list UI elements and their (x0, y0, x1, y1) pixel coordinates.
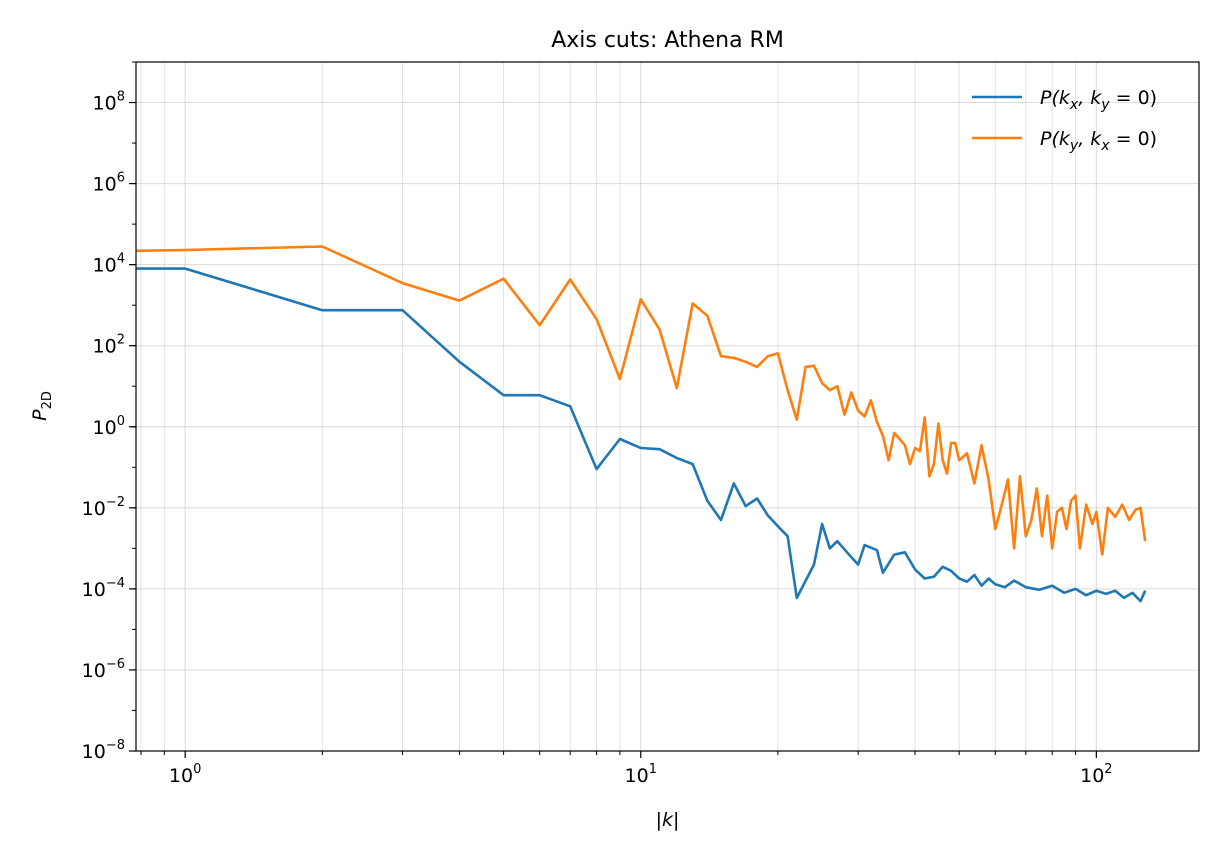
y-tick-exp: −8 (106, 738, 125, 753)
y-tick-base: 10 (93, 417, 117, 439)
y-tick-base: 10 (82, 660, 106, 682)
y-tick-label: 100 (93, 414, 125, 439)
y-tick-label: 10−2 (82, 495, 125, 520)
x-tick-exp: 2 (1104, 762, 1112, 777)
legend: P(kx, ky = 0)P(ky, kx = 0) (972, 87, 1157, 154)
y-axis-label: P2D (29, 391, 55, 421)
y-tick-base: 10 (93, 255, 117, 277)
legend-subscript: x (1069, 97, 1079, 113)
x-tick-base: 10 (625, 765, 649, 787)
legend-part: , (1078, 87, 1090, 109)
y-tick-base: 10 (93, 93, 117, 115)
legend-part: k (1090, 128, 1102, 150)
legend-label-2: P(ky, kx = 0) (1040, 128, 1157, 154)
series-group (135, 245, 1147, 603)
legend-part: P( (1040, 87, 1060, 109)
legend-part: k (1059, 128, 1071, 150)
legend-part: , (1078, 128, 1090, 150)
legend-subscript: y (1100, 97, 1110, 113)
x-tick-base: 10 (169, 765, 193, 787)
x-tick-exp: 0 (193, 762, 201, 777)
y-tick-label: 102 (93, 333, 125, 358)
y-tick-exp: 6 (117, 171, 125, 186)
plot-frame (135, 61, 1200, 752)
x-tick-exp: 1 (649, 762, 657, 777)
y-tick-exp: 4 (117, 252, 125, 267)
y-axis-label-group: P2D (29, 391, 55, 421)
y-tick-exp: 8 (117, 90, 125, 105)
x-axis-label-bar-right: | (673, 809, 679, 831)
y-tick-exp: 0 (117, 414, 125, 429)
y-tick-label: 10−4 (82, 576, 125, 601)
x-axis-label: |k| (656, 809, 680, 831)
y-tick-base: 10 (93, 336, 117, 358)
x-tick-base: 10 (1080, 765, 1104, 787)
y-axis-label-p: P (29, 409, 51, 421)
y-tick-label: 108 (93, 90, 125, 115)
legend-part: k (1090, 87, 1102, 109)
series-line-2 (135, 245, 1147, 556)
y-tick-exp: −6 (106, 657, 125, 672)
x-tick-label: 100 (169, 762, 201, 787)
y-tick-label: 104 (93, 252, 125, 277)
y-tick-base: 10 (82, 498, 106, 520)
y-axis-label-sub: 2D (40, 391, 55, 409)
series-line-1 (136, 267, 1147, 603)
x-tick-label: 102 (1080, 762, 1112, 787)
x-axis-label-bar-left: | (656, 809, 662, 831)
legend-label-1: P(kx, ky = 0) (1040, 87, 1157, 113)
legend-part: P( (1040, 128, 1060, 150)
legend-part: k (1059, 87, 1071, 109)
y-tick-label: 106 (93, 171, 125, 196)
y-tick-base: 10 (93, 174, 117, 196)
legend-part: = 0) (1110, 128, 1158, 150)
chart-title: Axis cuts: Athena RM (551, 28, 784, 53)
legend-part: = 0) (1110, 87, 1158, 109)
x-tick-label: 101 (625, 762, 657, 787)
legend-subscript: x (1100, 138, 1110, 154)
legend-subscript: y (1069, 138, 1079, 154)
x-axis-label-k: k (662, 809, 674, 831)
y-tick-label: 10−6 (82, 657, 125, 682)
y-tick-exp: 2 (117, 333, 125, 348)
y-tick-label: 10−8 (82, 738, 125, 763)
y-tick-base: 10 (82, 741, 106, 763)
y-tick-base: 10 (82, 579, 106, 601)
y-tick-exp: −2 (106, 495, 125, 510)
y-tick-exp: −4 (106, 576, 125, 591)
